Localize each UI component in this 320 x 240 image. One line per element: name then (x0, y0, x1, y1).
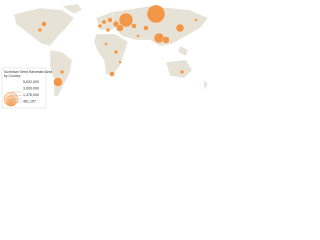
bubble (116, 24, 124, 32)
country-bubbles (37, 4, 198, 87)
bubble (131, 23, 137, 29)
legend-box (1, 67, 47, 109)
bubble (112, 20, 120, 28)
bubble (136, 34, 140, 38)
legend-label: 3,000,000 (23, 86, 39, 90)
map: Sunflower Seed Harvested Area by Country … (0, 0, 220, 110)
bubble (41, 21, 47, 27)
bubble (53, 77, 63, 87)
legend: Sunflower Seed Harvested Area by Country … (1, 67, 52, 109)
bubble (109, 71, 115, 77)
legend-label: 1,376,000 (23, 93, 39, 97)
legend-label: 481,157 (23, 99, 36, 103)
legend-circle (8, 101, 14, 107)
bubble (101, 19, 107, 25)
bubble (105, 27, 111, 33)
legend-label: 5,632,000 (23, 80, 39, 84)
bubble (143, 25, 149, 31)
bubble (162, 36, 170, 44)
bubble (153, 32, 165, 44)
bubble (97, 23, 103, 29)
bubble (107, 17, 113, 23)
bubble (194, 18, 198, 22)
land (13, 3, 209, 97)
bubble (175, 23, 185, 33)
bubble (104, 42, 108, 46)
bubble (179, 69, 185, 75)
bubble (59, 69, 65, 75)
bubble (118, 60, 122, 64)
bubble (118, 12, 134, 28)
bubble (113, 49, 119, 55)
legend-title: Sunflower Seed Harvested Area by Country (4, 70, 52, 78)
bubble (37, 27, 43, 33)
bubble (146, 4, 166, 24)
